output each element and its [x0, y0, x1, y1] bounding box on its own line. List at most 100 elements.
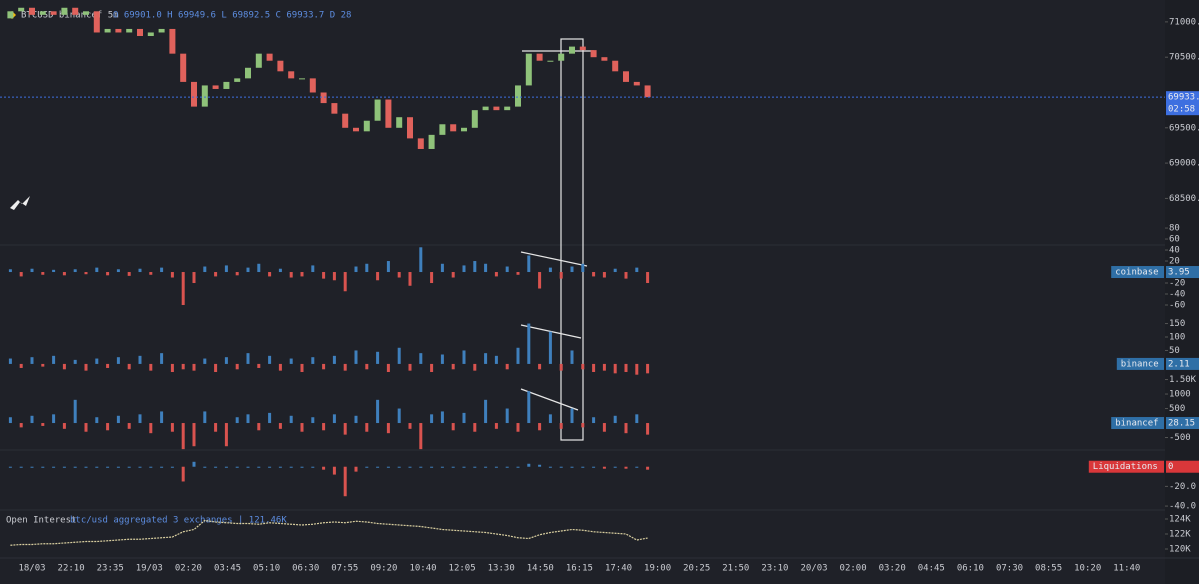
delta-bar	[505, 363, 509, 370]
candle	[245, 67, 251, 79]
delta-bar	[365, 263, 369, 273]
delta-bar	[343, 363, 347, 371]
delta-bar	[354, 266, 358, 273]
delta-bar	[73, 269, 77, 273]
time-label: 07:30	[996, 564, 1023, 574]
delta-bar	[613, 268, 617, 273]
delta-bar	[635, 363, 639, 375]
delta-bar	[602, 466, 606, 469]
delta-bar	[440, 263, 444, 273]
delta-bar	[116, 466, 120, 468]
delta-bar	[538, 272, 542, 289]
y-tick-label: -20.0	[1169, 482, 1196, 492]
delta-bar	[494, 466, 498, 468]
delta-bar	[386, 466, 390, 468]
delta-bar	[192, 272, 196, 284]
candle	[536, 53, 543, 61]
delta-bar	[73, 399, 77, 424]
delta-bar	[484, 466, 488, 468]
delta-bar	[473, 466, 477, 468]
delta-bar	[181, 423, 185, 450]
delta-bar	[278, 268, 282, 273]
delta-bar	[192, 461, 196, 467]
candle	[61, 7, 68, 15]
pane-badge	[1111, 266, 1164, 279]
candle	[288, 71, 295, 79]
y-tick-label: -500	[1169, 433, 1191, 443]
delta-bar	[268, 466, 272, 468]
pane-badge	[1088, 460, 1164, 473]
delta-bar	[149, 363, 153, 371]
candle	[547, 60, 554, 62]
delta-bar	[559, 363, 563, 371]
time-label: 13:30	[488, 564, 515, 574]
delta-bar	[408, 272, 412, 286]
delta-bar	[386, 423, 390, 434]
delta-bar	[386, 261, 390, 273]
delta-bar	[505, 408, 509, 424]
y-tick-label: 20	[1169, 257, 1180, 267]
delta-bar	[397, 272, 401, 278]
delta-bar	[257, 263, 261, 273]
delta-bar	[570, 466, 574, 468]
delta-bar	[203, 411, 207, 424]
delta-bar	[52, 355, 56, 364]
delta-bar	[192, 363, 196, 371]
delta-bar	[538, 464, 542, 467]
pane-value: 28.15	[1168, 419, 1195, 429]
delta-bar	[646, 363, 650, 374]
delta-bar	[527, 391, 531, 424]
delta-bar	[311, 265, 315, 273]
last-price-label: 69933.7	[1168, 93, 1199, 103]
candle	[309, 78, 316, 93]
candle	[223, 81, 230, 89]
delta-bar	[419, 466, 423, 468]
delta-bar	[516, 272, 520, 275]
candle	[180, 53, 187, 82]
delta-bar	[214, 272, 218, 277]
time-label: 23:10	[761, 564, 788, 574]
delta-bar	[430, 414, 434, 424]
delta-bar	[224, 357, 228, 364]
delta-bar	[602, 272, 606, 278]
delta-bar	[505, 266, 509, 273]
candle	[353, 127, 359, 132]
ohlc: O 69901.0 H 69949.6 L 69892.5 C 69933.7 …	[113, 11, 351, 21]
delta-bar	[419, 353, 423, 364]
y-tick-label: 69500.0	[1169, 123, 1199, 133]
delta-bar	[257, 466, 261, 468]
trend-line	[520, 388, 579, 411]
time-label: 03:20	[879, 564, 906, 574]
delta-bar	[322, 466, 326, 470]
candle	[374, 99, 381, 121]
y-tick-label: 50	[1169, 346, 1180, 356]
delta-bar	[19, 423, 23, 428]
time-label: 10:40	[409, 564, 436, 574]
delta-bar	[62, 466, 66, 468]
delta-bar	[332, 272, 336, 281]
time-label: 08:55	[1035, 564, 1062, 574]
delta-bar	[397, 466, 401, 468]
delta-bar	[30, 268, 34, 273]
candle	[504, 106, 511, 111]
delta-bar	[300, 272, 304, 277]
countdown: 02:58	[1168, 105, 1195, 115]
logo	[10, 196, 30, 210]
delta-bar	[19, 363, 23, 368]
delta-bar	[365, 363, 369, 370]
y-tick-label: 68500.0	[1169, 194, 1199, 204]
delta-bar	[257, 363, 261, 368]
delta-bar	[73, 466, 77, 468]
delta-bar	[246, 466, 250, 468]
delta-bar	[289, 415, 293, 424]
delta-bar	[52, 466, 56, 468]
pane-name: binancef	[1115, 419, 1158, 429]
candle	[439, 124, 446, 135]
delta-bar	[516, 466, 520, 468]
pane-value: 2.11	[1168, 359, 1190, 369]
delta-bar	[278, 363, 282, 371]
candle	[255, 53, 262, 68]
delta-bar	[224, 466, 228, 468]
delta-bar	[8, 269, 12, 273]
delta-bar	[494, 272, 498, 277]
